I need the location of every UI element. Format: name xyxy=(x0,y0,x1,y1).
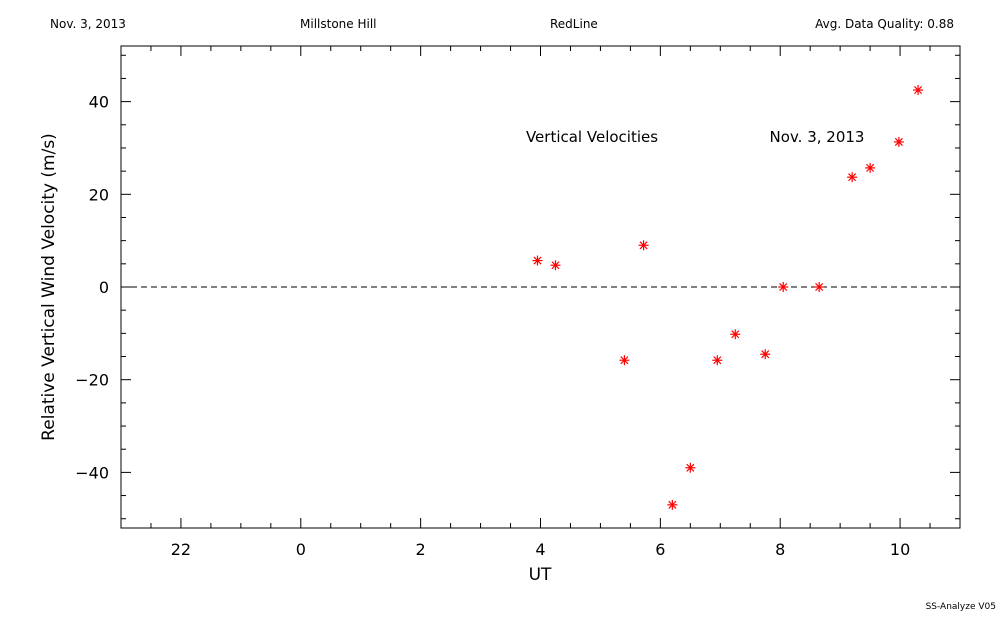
data-point xyxy=(685,462,696,473)
header-date: Nov. 3, 2013 xyxy=(50,17,126,31)
x-tick-label: 22 xyxy=(171,540,191,559)
data-point xyxy=(893,136,904,147)
x-tick-label: 2 xyxy=(416,540,426,559)
x-tick-label: 8 xyxy=(775,540,785,559)
header-site: Millstone Hill xyxy=(300,17,377,31)
x-axis-label: UT xyxy=(529,565,552,585)
y-tick-label: −20 xyxy=(75,371,109,390)
data-point xyxy=(550,260,561,271)
x-tick-label: 6 xyxy=(655,540,665,559)
chart-date-annotation: Nov. 3, 2013 xyxy=(770,128,865,146)
data-point xyxy=(847,172,858,183)
x-tick-label: 4 xyxy=(535,540,545,559)
data-point xyxy=(913,85,924,96)
data-point xyxy=(814,282,825,292)
footer-version: SS-Analyze V05 xyxy=(925,602,996,612)
data-point xyxy=(619,355,630,366)
data-point xyxy=(865,162,876,173)
data-point xyxy=(667,499,678,510)
data-point xyxy=(760,349,771,360)
chart-title: Vertical Velocities xyxy=(526,128,658,146)
data-point xyxy=(532,255,543,266)
y-axis-label: Relative Vertical Wind Velocity (m/s) xyxy=(39,133,59,441)
x-tick-label: 10 xyxy=(890,540,910,559)
y-tick-label: 0 xyxy=(99,278,109,297)
y-tick-label: 20 xyxy=(89,185,109,204)
header-line: RedLine xyxy=(550,17,598,31)
data-point xyxy=(638,240,649,251)
data-point xyxy=(778,282,789,292)
header-quality: Avg. Data Quality: 0.88 xyxy=(815,17,954,31)
x-tick-label: 0 xyxy=(296,540,306,559)
y-tick-label: −40 xyxy=(75,463,109,482)
data-point xyxy=(712,355,723,366)
y-tick-label: 40 xyxy=(89,93,109,112)
data-point xyxy=(730,329,741,340)
